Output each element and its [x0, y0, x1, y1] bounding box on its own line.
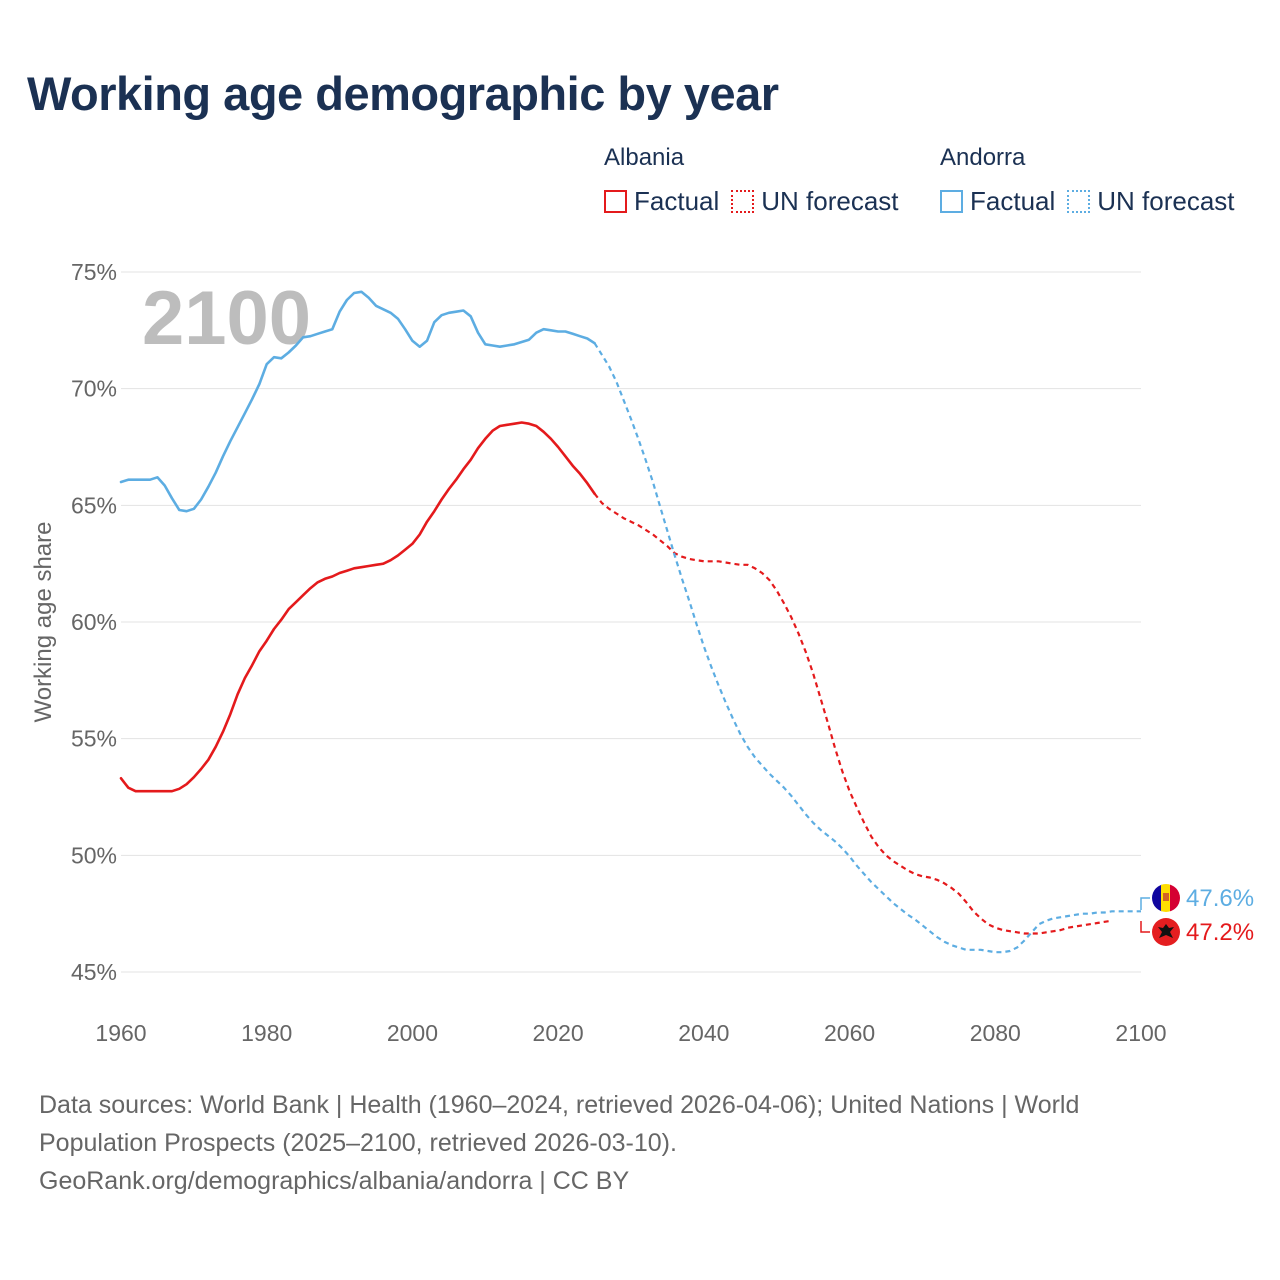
legend-andorra-forecast[interactable]: UN forecast: [1067, 186, 1235, 217]
source-attribution: GeoRank.org/demographics/albania/andorra…: [39, 1167, 630, 1195]
x-tick-label: 2040: [678, 1020, 729, 1046]
chart-title: Working age demographic by year: [27, 67, 779, 120]
source-line: Data sources: World Bank | Health (1960–…: [39, 1091, 1080, 1119]
x-tick-label: 2060: [824, 1020, 875, 1046]
legend-label: UN forecast: [761, 186, 899, 216]
y-tick-label: 45%: [71, 959, 117, 985]
source-note: Data sources: World Bank | Health (1960–…: [39, 1086, 1239, 1200]
legend-albania: Albania Factual UN forecast: [604, 144, 911, 217]
legend-label: Factual: [634, 186, 720, 216]
y-tick-label: 50%: [71, 842, 117, 868]
legend-albania-factual[interactable]: Factual: [604, 186, 719, 217]
x-tick-label: 1980: [241, 1020, 292, 1046]
legend-swatch-solid-icon: [604, 190, 627, 213]
y-tick-label: 65%: [71, 492, 117, 518]
andorra-end-label: 47.6%: [1186, 885, 1254, 912]
legend-swatch-solid-icon: [940, 190, 963, 213]
legend-label: Factual: [970, 186, 1056, 216]
legend-country-andorra: Andorra: [940, 144, 1026, 171]
x-tick-label: 2000: [387, 1020, 438, 1046]
legend-andorra-factual[interactable]: Factual: [940, 186, 1055, 217]
source-line: Population Prospects (2025–2100, retriev…: [39, 1129, 677, 1157]
albania-factual-line[interactable]: [119, 421, 596, 793]
legend-label: UN forecast: [1097, 186, 1235, 216]
albania-end-label: 47.2%: [1186, 919, 1254, 946]
legend-country-albania: Albania: [604, 144, 685, 171]
albania-flag-icon: [1152, 918, 1180, 946]
y-tick-label: 55%: [71, 726, 117, 752]
y-tick-label: 60%: [71, 609, 117, 635]
andorra-forecast-line[interactable]: [593, 342, 1141, 954]
y-tick-label: 70%: [71, 376, 117, 402]
legend-andorra: Andorra Factual UN forecast: [940, 144, 1247, 217]
legend-swatch-dotted-icon: [731, 190, 755, 213]
albania-connector: [1140, 921, 1150, 933]
x-tick-label: 2100: [1115, 1020, 1166, 1046]
x-tick-label: 2080: [970, 1020, 1021, 1046]
line-chart: 2100 45% 50% 55% 60% 65% 70% 75% 1960 1980 2000 20…: [30, 259, 1254, 1046]
end-labels: 47.6% 47.2%: [1140, 884, 1254, 946]
andorra-factual-line[interactable]: [119, 290, 596, 513]
x-tick-label: 1960: [95, 1020, 146, 1046]
legend-albania-forecast[interactable]: UN forecast: [731, 186, 899, 217]
andorra-connector: [1140, 897, 1150, 910]
axis-ticks: 45% 50% 55% 60% 65% 70% 75% 1960 1980 2000 2020 204…: [71, 259, 1167, 1046]
legend-swatch-dotted-icon: [1067, 190, 1091, 213]
albania-forecast-line[interactable]: [593, 493, 1113, 935]
y-axis-title: Working age share: [30, 522, 57, 723]
andorra-flag-icon: [1152, 884, 1180, 912]
y-tick-label: 75%: [71, 259, 117, 285]
series: [119, 290, 1141, 954]
grid: [121, 271, 1141, 973]
x-tick-label: 2020: [533, 1020, 584, 1046]
year-overlay: 2100: [142, 276, 311, 361]
